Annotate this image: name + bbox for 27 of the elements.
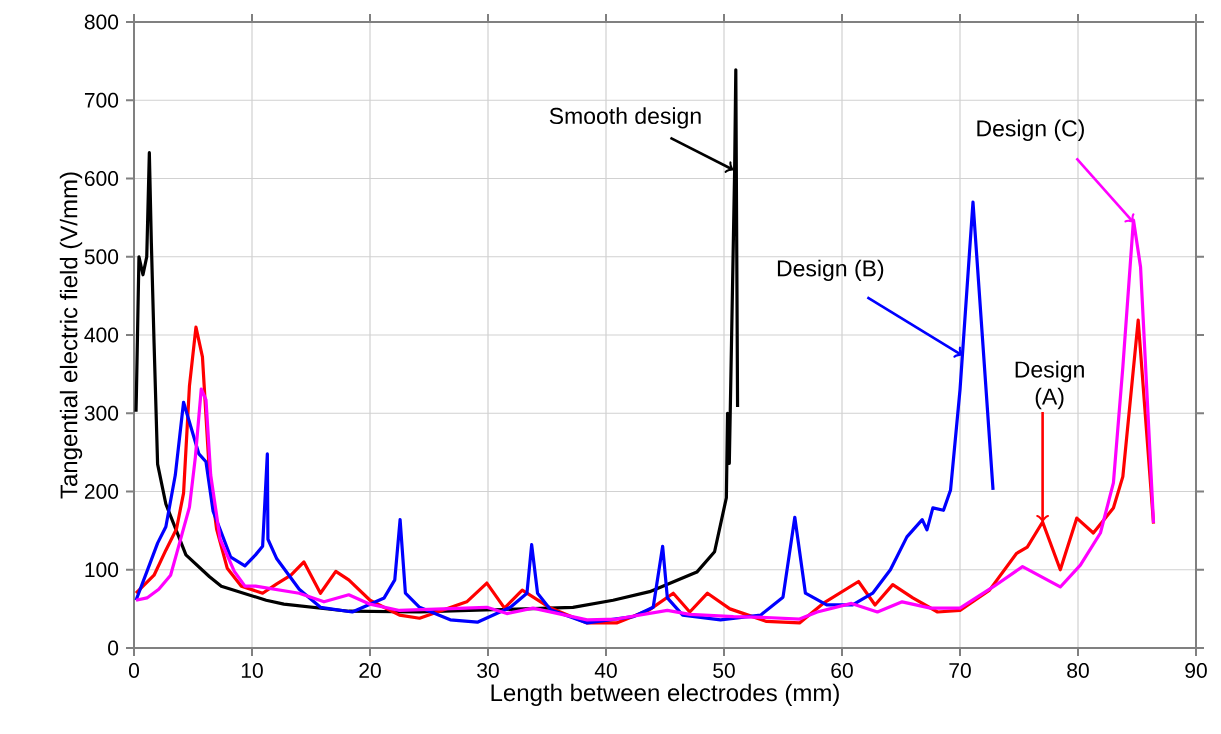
- y-tick-label: 600: [84, 171, 119, 186]
- y-tick-label: 200: [84, 484, 119, 499]
- y-tick-label: 500: [84, 249, 119, 265]
- y-tick-label: 800: [84, 14, 119, 30]
- y-tick-label: 300: [84, 405, 119, 421]
- y-tick-label: 0: [108, 640, 119, 656]
- x-tick-label: 50: [713, 663, 735, 678]
- x-tick-label: 70: [949, 663, 971, 678]
- line-series: [134, 200, 995, 625]
- x-tick-label: 30: [477, 663, 499, 678]
- y-tick-label: 700: [84, 92, 119, 108]
- x-tick-label: 0: [128, 663, 140, 678]
- annotation: Design (C): [977, 119, 1084, 142]
- annotation: Smooth design: [549, 107, 701, 129]
- x-axis-title: Length between electrodes (mm): [491, 683, 839, 707]
- annotation: Design (B): [777, 259, 884, 282]
- y-axis-title: Tangential electric field (V/mm): [59, 172, 83, 499]
- x-tick-label: 10: [241, 663, 263, 678]
- x-tick-label: 20: [359, 663, 381, 678]
- x-tick-label: 40: [594, 663, 617, 678]
- annotation: Design (A): [1015, 360, 1084, 410]
- y-tick-label: 100: [85, 562, 119, 578]
- x-tick-label: 60: [831, 663, 853, 678]
- x-tick-label: 90: [1185, 663, 1207, 678]
- y-tick-label: 400: [84, 327, 119, 343]
- x-tick-label: 80: [1067, 663, 1089, 678]
- line-series: [134, 68, 740, 614]
